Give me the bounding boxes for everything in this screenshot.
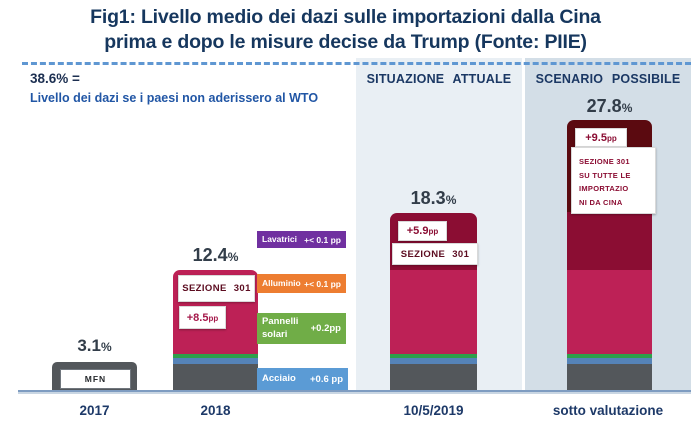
legend-pannelli-solari: Pannelli solari +0.2pp <box>257 313 346 344</box>
x-label-2017: 2017 <box>79 403 110 418</box>
value-label-scenario: 27.8% <box>586 96 633 116</box>
delta-box-scenario: +9.5pp <box>575 128 627 147</box>
panel-header-scenario-possibile: SCENARIO POSSIBILE <box>535 72 681 86</box>
chart-title: Fig1: Livello medio dei dazi sulle impor… <box>0 5 691 55</box>
delta-box-2019: +5.9pp <box>398 221 447 241</box>
bar-2018-acciaio-segment <box>173 358 258 364</box>
bar-2019-mfn-segment <box>390 364 477 392</box>
value-label-2019: 18.3% <box>410 188 457 208</box>
wto-note-text: Livello dei dazi se i paesi non aderisse… <box>30 91 319 105</box>
sezione301-box-2019: SEZIONE 301 <box>392 243 478 265</box>
x-axis-line <box>18 390 691 394</box>
bar-2019-pannelli-segment <box>390 354 477 358</box>
bar-scenario-sezione301-segment <box>567 270 652 354</box>
sezione301-tutte-box: SEZIONE 301 SU TUTTE LE IMPORTAZIO NI DA… <box>571 147 656 214</box>
legend-lavatrici: Lavatrici +< 0.1 pp <box>257 231 346 248</box>
bar-2018-mfn-segment <box>173 364 258 392</box>
delta-box-2018: +8.5pp <box>179 306 226 329</box>
wto-reference-dashed-line <box>22 62 691 65</box>
legend-acciaio: Acciaio +0.6 pp <box>257 368 348 390</box>
bar-scenario-mfn-segment <box>567 364 652 392</box>
value-label-2018: 12.4% <box>192 245 239 265</box>
mfn-label-box: MFN <box>60 369 131 389</box>
chart-title-line2: prima e dopo le misure decise da Trump (… <box>104 30 587 53</box>
x-label-2018: 2018 <box>200 403 231 418</box>
panel-header-situazione-attuale: SITUAZIONE ATTUALE <box>366 72 512 86</box>
bar-2019-acciaio-segment <box>390 358 477 364</box>
bar-scenario-acciaio-segment <box>567 358 652 364</box>
sezione301-box-2018: SEZIONE 301 <box>178 275 255 302</box>
bar-2018-pannelli-segment <box>173 354 258 358</box>
bar-scenario-pannelli-segment <box>567 354 652 358</box>
x-label-2019: 10/5/2019 <box>403 403 464 418</box>
bar-2019-sezione301-segment <box>390 270 477 354</box>
bar-scenario-sezione301-new-segment <box>567 212 652 270</box>
wto-note-value: 38.6% = <box>30 71 80 86</box>
legend-alluminio: Alluminio +< 0.1 pp <box>257 274 346 293</box>
chart-title-line1: Fig1: Livello medio dei dazi sulle impor… <box>90 6 601 28</box>
value-label-2017: 3.1% <box>77 336 112 355</box>
x-label-scenario: sotto valutazione <box>552 403 664 418</box>
